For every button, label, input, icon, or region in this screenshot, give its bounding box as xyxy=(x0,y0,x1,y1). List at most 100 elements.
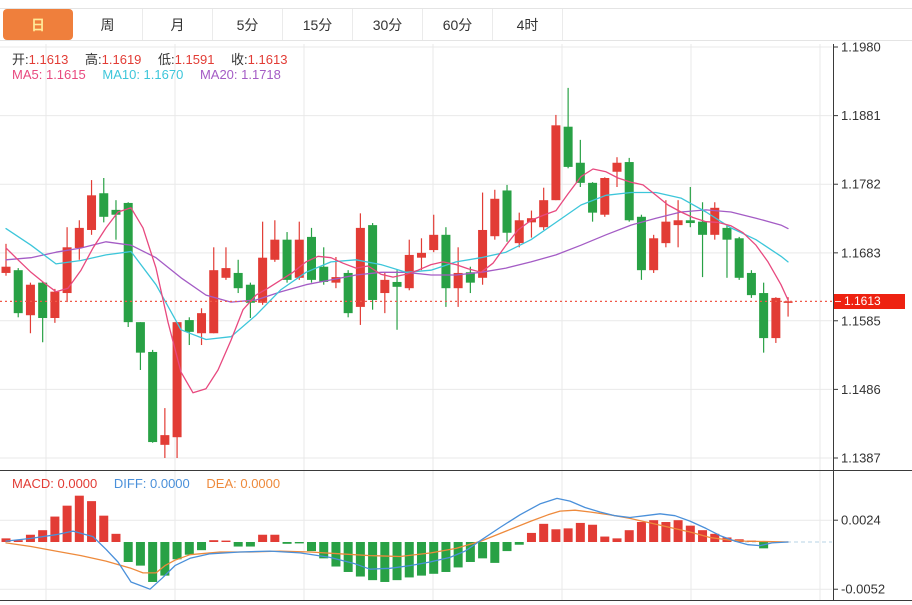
candle-body xyxy=(453,272,463,289)
candle-body xyxy=(209,270,219,334)
macd-bar xyxy=(172,542,182,560)
macd-bar xyxy=(600,536,610,542)
tab-30min[interactable]: 30分 xyxy=(353,9,423,40)
candle-body xyxy=(490,198,500,237)
macd-bar xyxy=(380,542,390,582)
dea-value: 0.0000 xyxy=(240,476,281,491)
high-value: 1.1619 xyxy=(101,52,142,67)
macd-bar xyxy=(539,523,549,542)
ma-legend: MA5: 1.1615 MA10: 1.1670 MA20: 1.1718 xyxy=(12,67,294,82)
candle-body xyxy=(746,272,756,296)
macd-label: MACD: xyxy=(12,476,58,491)
candle-body xyxy=(771,297,781,339)
macd-bar xyxy=(661,522,671,542)
candle-body xyxy=(661,221,671,244)
candle-body xyxy=(87,195,97,230)
price-axis-label: 1.1980 xyxy=(841,40,881,55)
candle-body xyxy=(319,266,329,282)
macd-bar xyxy=(392,542,402,581)
candle-body xyxy=(416,252,426,258)
candle-body xyxy=(539,200,549,228)
macd-axis-label: 0.0024 xyxy=(841,513,881,528)
tab-month[interactable]: 月 xyxy=(143,9,213,40)
candle-body xyxy=(465,272,475,283)
candle-body xyxy=(331,277,341,283)
price-axis-label: 1.1782 xyxy=(841,177,881,192)
macd-bar xyxy=(404,542,414,578)
candle-body xyxy=(685,220,695,224)
macd-bar xyxy=(502,542,512,552)
macd-bar xyxy=(319,542,329,559)
candle-body xyxy=(478,229,488,278)
price-axis-label: 1.1486 xyxy=(841,382,881,397)
macd-legend: MACD: 0.0000 DIFF: 0.0000 DEA: 0.0000 xyxy=(12,476,293,491)
macd-value: 0.0000 xyxy=(57,476,98,491)
macd-bar xyxy=(13,540,23,542)
tab-day[interactable]: 日 xyxy=(3,9,73,40)
macd-bar xyxy=(685,525,695,542)
macd-bar xyxy=(478,542,488,559)
candle-body xyxy=(698,221,708,235)
ma10-line xyxy=(5,191,789,341)
macd-bar xyxy=(307,542,316,552)
macd-bar xyxy=(649,520,659,542)
macd-bar xyxy=(258,534,268,542)
macd-bar xyxy=(636,522,646,542)
candle-body xyxy=(99,193,109,217)
ma5-line xyxy=(5,168,789,394)
ma10-value: 1.1670 xyxy=(143,67,184,82)
tab-15min[interactable]: 15分 xyxy=(283,9,353,40)
candle-body xyxy=(759,293,769,339)
macd-axis-label: -0.0052 xyxy=(841,582,885,597)
macd-bar xyxy=(429,542,439,574)
macd-bar xyxy=(453,542,463,568)
candle-body xyxy=(135,322,145,353)
macd-bar xyxy=(355,542,365,577)
ma10-label: MA10: xyxy=(102,67,144,82)
candle-body xyxy=(111,209,121,215)
macd-bar xyxy=(135,542,145,566)
candle-body xyxy=(649,238,659,271)
diff-value: 0.0000 xyxy=(150,476,190,491)
open-value: 1.1613 xyxy=(28,52,69,67)
tab-4hour[interactable]: 4时 xyxy=(493,9,563,40)
candle-body xyxy=(734,238,744,278)
macd-bar xyxy=(343,542,353,572)
low-label: 低: xyxy=(158,52,175,67)
macd-bar xyxy=(294,542,304,544)
macd-bar xyxy=(673,520,683,542)
ohlc-legend: 开:1.1613 高:1.1619 低:1.1591 收:1.1613 xyxy=(12,49,300,68)
candle-body xyxy=(710,207,720,235)
timeframe-tabbar: 日周月 5分 15分 30分 60分 4时 xyxy=(0,8,912,41)
tab-60min[interactable]: 60分 xyxy=(423,9,493,40)
macd-bar xyxy=(62,505,72,542)
macd-bar xyxy=(514,542,524,545)
diff-line xyxy=(5,497,789,590)
tab-5min[interactable]: 5分 xyxy=(213,9,283,40)
candle-body xyxy=(245,284,255,303)
candle-body xyxy=(184,320,194,332)
macd-bar xyxy=(282,542,292,544)
candle-body xyxy=(233,272,243,289)
tab-week[interactable]: 周 xyxy=(73,9,143,40)
macd-bar xyxy=(416,542,426,576)
candle-body xyxy=(160,435,170,445)
price-tag-tick xyxy=(835,301,841,302)
macd-bar xyxy=(490,542,500,563)
candle-body xyxy=(624,162,634,221)
candle-body xyxy=(673,220,683,226)
macd-bar xyxy=(270,534,280,542)
candle-body xyxy=(50,291,60,318)
candle-body xyxy=(197,313,207,334)
macd-bar xyxy=(1,538,11,542)
ma5-value: 1.1615 xyxy=(45,67,86,82)
diff-label: DIFF: xyxy=(113,476,150,491)
candle-body xyxy=(612,162,622,172)
macd-bar xyxy=(221,540,231,542)
macd-bar xyxy=(368,542,378,581)
macd-bar xyxy=(197,542,207,551)
price-axis-label: 1.1387 xyxy=(841,451,881,466)
candle-body xyxy=(307,236,316,280)
macd-bar xyxy=(575,522,585,542)
